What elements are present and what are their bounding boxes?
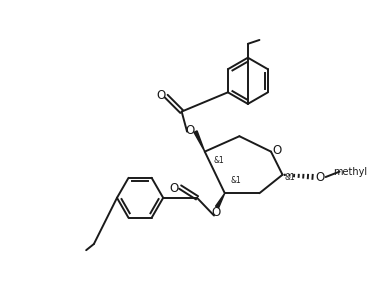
Text: O: O (186, 124, 195, 137)
Text: O: O (169, 182, 179, 195)
Polygon shape (194, 131, 205, 152)
Text: &1: &1 (285, 172, 296, 182)
Text: O: O (316, 171, 325, 184)
Text: O: O (211, 206, 220, 219)
Polygon shape (215, 193, 225, 208)
Text: O: O (273, 144, 282, 157)
Text: &1: &1 (230, 176, 241, 185)
Text: &1: &1 (213, 156, 224, 165)
Text: O: O (156, 89, 166, 102)
Text: methyl: methyl (333, 167, 367, 177)
